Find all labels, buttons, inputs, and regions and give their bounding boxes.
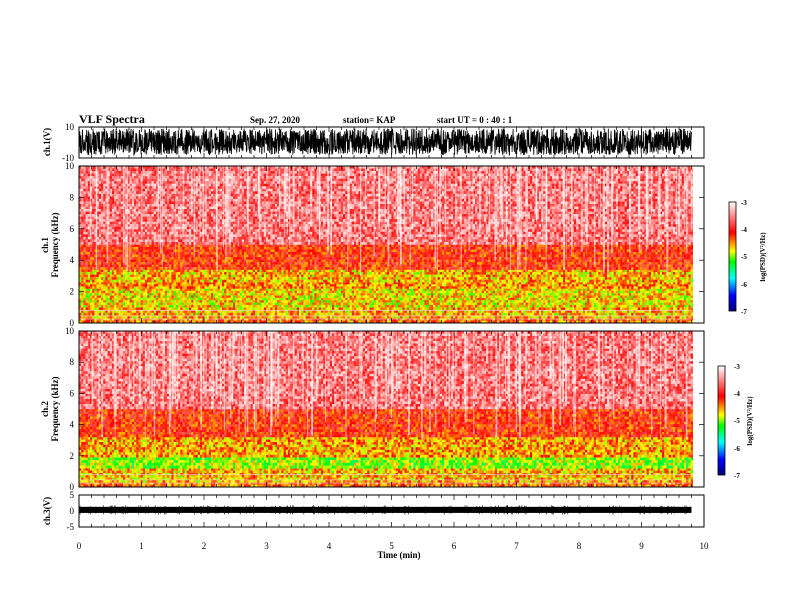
ch2-frequency-label: Frequency (kHz) xyxy=(50,376,60,441)
header-station: station= KAP xyxy=(343,115,396,125)
y-tick-label: 4 xyxy=(70,255,75,265)
ch2-cb-tick: -6 xyxy=(734,445,740,453)
x-tick-label: 3 xyxy=(264,541,269,551)
ch1-ytick-bottom: -10 xyxy=(62,153,74,163)
y-tick-label: 6 xyxy=(70,388,75,398)
ch1-cb-tick: -7 xyxy=(741,308,747,316)
ch3-waveform-spikes xyxy=(79,505,687,515)
ch1-channel-label: ch.1 xyxy=(40,237,50,253)
ch2-colorbar-ticks: -3 -4 -5 -6 -7 xyxy=(734,363,740,480)
ch1-ytick-top: 10 xyxy=(65,122,75,132)
y-tick-label: 4 xyxy=(70,420,75,430)
ch1-spectrogram-ytick-labels: 0 2 4 6 8 10 xyxy=(65,161,75,328)
x-axis-tick-labels: 0 1 2 3 4 5 6 7 8 9 10 xyxy=(77,541,709,551)
x-tick-label: 5 xyxy=(389,541,394,551)
ch1-frequency-label: Frequency (kHz) xyxy=(50,212,60,277)
x-tick-label: 8 xyxy=(577,541,582,551)
ch1-spectrogram-panel: 0 2 4 6 8 10 ch.1 Frequency (kHz) -3 -4 -5 -6… xyxy=(40,161,767,328)
y-tick-label: 10 xyxy=(65,326,75,336)
y-tick-label: 2 xyxy=(70,451,75,461)
ch1-waveform-trace xyxy=(79,128,692,157)
y-tick-label: 10 xyxy=(65,161,75,171)
ch2-channel-label: ch.2 xyxy=(40,401,50,417)
ch3-waveform-panel: 5 0 -5 ch.3(V) xyxy=(42,490,705,532)
ch1-waveform-ylabel: ch.1(V) xyxy=(42,128,52,156)
x-tick-label: 1 xyxy=(139,541,144,551)
header-date: Sep. 27, 2020 xyxy=(250,115,301,125)
ch3-ytick-mid: 0 xyxy=(70,506,75,516)
x-tick-label: 9 xyxy=(639,541,644,551)
ch1-colorbar xyxy=(728,201,737,312)
x-axis-label: Time (min) xyxy=(377,550,420,560)
ch3-waveform-trace xyxy=(79,506,692,513)
ch2-spectrogram-image xyxy=(79,331,693,487)
ch1-waveform-panel: 10 -10 ch.1(V) xyxy=(42,122,705,163)
header-start-time: start UT = 0 : 40 : 1 xyxy=(437,115,513,125)
x-tick-label: 0 xyxy=(77,541,82,551)
ch1-spectrogram-image xyxy=(79,166,693,323)
ch1-colorbar-label: log(PSD)(V²/Hz) xyxy=(759,232,767,282)
ch1-cb-tick: -6 xyxy=(741,281,747,289)
ch1-waveform-ticks xyxy=(78,127,705,158)
ch1-colorbar-ticks: -3 -4 -5 -6 -7 xyxy=(741,199,747,316)
ch2-cb-tick: -5 xyxy=(734,417,740,425)
y-tick-label: 6 xyxy=(70,224,75,234)
ch2-colorbar xyxy=(717,365,726,476)
ch1-cb-tick: -4 xyxy=(741,226,747,234)
ch1-cb-tick: -3 xyxy=(741,199,747,207)
ch2-spectrogram-ytick-labels: 0 2 4 6 8 10 xyxy=(65,326,75,492)
figure-title: VLF Spectra xyxy=(79,112,145,126)
y-tick-label: 2 xyxy=(70,287,75,297)
ch2-cb-tick: -7 xyxy=(734,472,740,480)
ch2-cb-tick: -4 xyxy=(734,390,740,398)
x-tick-label: 2 xyxy=(202,541,207,551)
x-tick-label: 7 xyxy=(514,541,519,551)
ch2-cb-tick: -3 xyxy=(734,363,740,371)
ch3-ytick-bottom: -5 xyxy=(67,522,75,532)
y-tick-label: 8 xyxy=(70,357,75,367)
ch3-ytick-top: 5 xyxy=(70,490,75,500)
y-tick-label: 0 xyxy=(70,482,75,492)
x-tick-label: 6 xyxy=(452,541,457,551)
ch2-spectrogram-panel: 0 2 4 6 8 10 ch.2 Frequency (kHz) -3 -4 -5 -6… xyxy=(40,326,754,492)
x-tick-label: 4 xyxy=(327,541,332,551)
ch2-spectrogram-ticks xyxy=(78,330,705,488)
y-tick-label: 0 xyxy=(70,318,75,328)
ch1-spectrogram-ticks xyxy=(78,165,705,324)
ch1-cb-tick: -5 xyxy=(741,253,747,261)
ch3-waveform-ticks xyxy=(78,495,705,527)
ch3-waveform-ylabel: ch.3(V) xyxy=(42,497,52,525)
y-tick-label: 8 xyxy=(70,192,75,202)
ch2-colorbar-label: log(PSD)(V²/Hz) xyxy=(746,396,754,446)
x-tick-label: 10 xyxy=(700,541,710,551)
